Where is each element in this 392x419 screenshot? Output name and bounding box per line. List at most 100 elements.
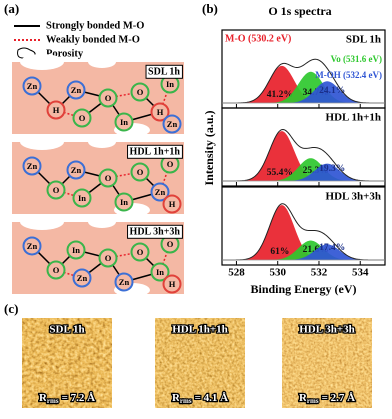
- atom-label: O: [137, 247, 144, 257]
- atom: [22, 156, 42, 176]
- atom-label: O: [137, 87, 144, 97]
- atom: [150, 182, 170, 202]
- atom-label: In: [78, 193, 86, 203]
- atom-label: H: [53, 105, 60, 115]
- peak-area: [222, 81, 385, 103]
- atom: [22, 236, 42, 256]
- y-axis-label: Intensity (a.u.): [202, 110, 216, 185]
- atom-label: Zn: [119, 277, 130, 287]
- atom: [46, 260, 66, 280]
- sample-label: HDL 3h+3h: [326, 191, 381, 203]
- panel-label: (b): [202, 1, 218, 16]
- atom: [72, 188, 92, 208]
- panel-label: (c): [4, 301, 18, 316]
- atom-label: Zn: [27, 161, 38, 171]
- porosity: [20, 54, 64, 70]
- peak-name: M-OH (532.4 eV): [315, 70, 382, 80]
- atom-label: O: [53, 185, 60, 195]
- atom-label: O: [105, 253, 112, 263]
- atom: [150, 262, 170, 282]
- label-box: [145, 64, 183, 79]
- atom: [72, 268, 92, 288]
- porosity: [88, 56, 116, 68]
- atom-label: O: [53, 265, 60, 275]
- peak-percent: 19.3%: [319, 164, 345, 174]
- atom: [98, 88, 118, 108]
- peak-area: [222, 244, 385, 260]
- peak-area: [222, 71, 385, 103]
- afm-image: [22, 318, 112, 408]
- atom-label: O: [79, 113, 86, 123]
- atom-label: Zn: [71, 165, 82, 175]
- peak-name: Vo (531.6 eV): [331, 54, 382, 64]
- afm-label: SDL 1h: [49, 324, 84, 336]
- roughness-symbol: R: [299, 392, 308, 404]
- atom: [162, 194, 182, 214]
- x-tick-label: 534: [352, 267, 369, 279]
- roughness-subscript: rms: [307, 397, 319, 405]
- peak-area: [222, 158, 385, 181]
- afm-image: [282, 318, 372, 408]
- atom: [22, 76, 42, 96]
- label-box: [127, 144, 183, 159]
- atom: [114, 112, 134, 132]
- atom-label: In: [72, 245, 80, 255]
- atom: [72, 108, 92, 128]
- atom-label: O: [105, 173, 112, 183]
- label-box: [127, 224, 183, 239]
- roughness: Rrms = 2.7 Å: [299, 392, 355, 405]
- peak-area: [222, 163, 385, 181]
- atom-label: Zn: [155, 187, 166, 197]
- atom-label: H: [157, 107, 164, 117]
- plot-frame: [221, 107, 386, 187]
- peak-area: [222, 205, 385, 260]
- sample-label: HDL 3h+3h: [130, 226, 181, 237]
- roughness-value: = 4.1 Å: [195, 392, 229, 404]
- atom: [130, 242, 150, 262]
- peak-percent: 41.2%: [267, 90, 293, 100]
- atom-label: Zn: [71, 85, 82, 95]
- atom: [114, 192, 134, 212]
- sample-label: SDL 1h: [148, 66, 180, 77]
- roughness-value: = 7.2 Å: [62, 392, 96, 404]
- porosity: [88, 136, 116, 148]
- atom: [66, 240, 86, 260]
- peak-area: [222, 131, 385, 181]
- envelope: [222, 128, 385, 182]
- atom-label: O: [167, 159, 174, 169]
- atom-label: H: [169, 279, 176, 289]
- atom-label: In: [156, 267, 164, 277]
- roughness-subscript: rms: [180, 397, 192, 405]
- panel-label: (a): [4, 1, 19, 16]
- plot-frame: [221, 186, 386, 266]
- atom-label: In: [166, 79, 174, 89]
- atom: [114, 272, 134, 292]
- legend-label: Porosity: [46, 48, 84, 59]
- roughness: Rrms = 7.2 Å: [39, 392, 95, 405]
- atom-label: Zn: [167, 119, 178, 129]
- porosity: [88, 216, 116, 228]
- envelope: [222, 58, 385, 104]
- atom: [162, 274, 182, 294]
- atom: [46, 180, 66, 200]
- atom-label: O: [167, 239, 174, 249]
- x-tick-label: 530: [269, 267, 286, 279]
- porosity: [20, 134, 64, 150]
- atom-label: O: [105, 93, 112, 103]
- peak-area: [222, 240, 385, 260]
- peak-percent: 24.1%: [319, 86, 345, 96]
- atom-label: Zn: [77, 273, 88, 283]
- atom-label: In: [120, 117, 128, 127]
- afm-image: [155, 318, 245, 408]
- x-tick-label: 528: [228, 267, 245, 279]
- atom: [66, 160, 86, 180]
- atom: [150, 102, 170, 122]
- x-tick-label: 532: [311, 267, 328, 279]
- afm-label: HDL 3h+3h: [299, 324, 354, 336]
- legend-label: Weakly bonded M-O: [46, 34, 140, 45]
- atom: [130, 82, 150, 102]
- atom-label: In: [120, 197, 128, 207]
- atom: [130, 162, 150, 182]
- atom: [66, 80, 86, 100]
